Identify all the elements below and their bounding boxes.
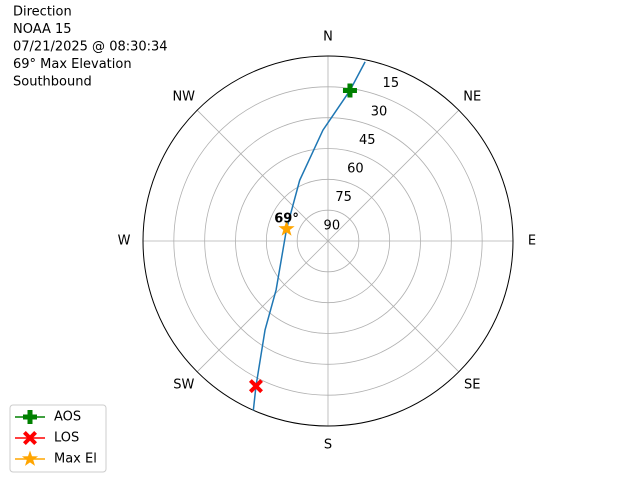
r-tick-label: 45 xyxy=(359,133,376,148)
r-tick-label: 60 xyxy=(347,161,364,176)
r-tick-label: 15 xyxy=(383,76,400,91)
legend-marker xyxy=(21,450,39,466)
track-line xyxy=(252,61,366,411)
theta-tick-label: W xyxy=(118,234,131,249)
legend-label: Max El xyxy=(54,452,97,467)
legend-label: AOS xyxy=(54,410,81,425)
legend-marker xyxy=(23,431,37,445)
r-tick-label: 90 xyxy=(324,218,341,233)
grid-spoke xyxy=(327,109,460,242)
marker-star xyxy=(278,220,295,236)
title-line: NOAA 15 xyxy=(13,22,72,37)
annotation: 69° xyxy=(274,211,299,226)
theta-tick-label: SW xyxy=(173,378,194,393)
title-line: 69° Max Elevation xyxy=(13,57,132,72)
legend-marker xyxy=(23,410,37,424)
legend: AOS LOS Max El xyxy=(9,404,107,473)
outer-circle xyxy=(142,55,514,427)
title-line: 07/21/2025 @ 08:30:34 xyxy=(13,40,168,55)
theta-tick-label: S xyxy=(324,438,332,453)
r-tick-label: 30 xyxy=(371,104,388,119)
title-line: Southbound xyxy=(13,75,92,90)
title-line: Direction xyxy=(13,5,72,20)
marker-x xyxy=(248,379,263,394)
theta-tick-label: NE xyxy=(463,89,481,104)
grid-spoke xyxy=(327,240,460,373)
theta-tick-label: N xyxy=(323,30,333,45)
theta-tick-label: E xyxy=(528,234,536,249)
grid-spoke xyxy=(196,240,329,373)
grid-spoke xyxy=(196,109,329,242)
theta-tick-label: NW xyxy=(172,89,195,104)
r-tick-label: 75 xyxy=(335,190,352,205)
legend-box xyxy=(9,404,107,473)
marker-plus xyxy=(342,83,357,98)
theta-tick-label: SE xyxy=(464,378,480,393)
legend-label: LOS xyxy=(54,431,79,446)
